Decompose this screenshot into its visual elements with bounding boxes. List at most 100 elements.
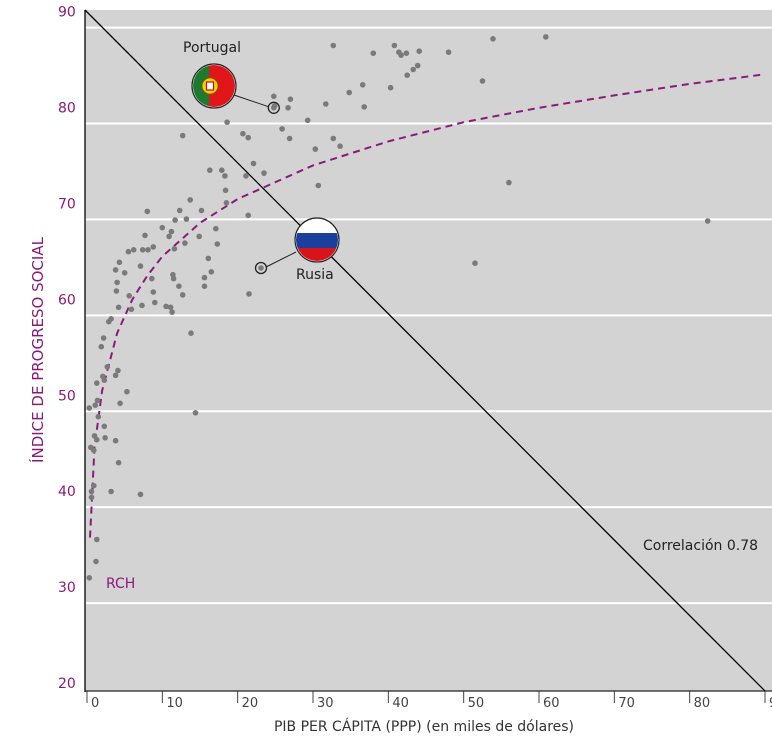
data-point [169, 309, 175, 315]
data-point [130, 247, 137, 253]
data-point [121, 270, 128, 276]
data-point [114, 279, 120, 286]
data-point [108, 316, 114, 322]
data-point [95, 413, 102, 420]
data-point [100, 335, 107, 341]
data-point [115, 367, 121, 374]
data-point [93, 558, 99, 565]
data-point [323, 101, 329, 107]
grid-lines [85, 26, 772, 605]
data-point [88, 494, 95, 501]
data-point [410, 66, 417, 73]
x-tick-label: 30 [317, 696, 334, 711]
data-points [86, 34, 711, 581]
highlight-point [271, 105, 277, 111]
data-point [139, 247, 146, 253]
data-point [359, 82, 366, 88]
russia-flag-icon [294, 217, 340, 263]
data-point [100, 373, 106, 380]
data-point [150, 289, 157, 295]
data-point [192, 410, 199, 416]
data-point [101, 423, 108, 430]
russia-leader-line [265, 251, 297, 268]
data-point [112, 372, 119, 379]
data-point [201, 283, 208, 290]
data-point [250, 160, 257, 167]
data-point [346, 89, 353, 96]
data-point [201, 274, 208, 281]
data-point [124, 388, 130, 395]
data-point [102, 435, 108, 441]
data-point [137, 263, 144, 269]
correlation-annotation: Correlación 0.78 [643, 538, 758, 554]
rch-annotation: RCH [106, 576, 135, 592]
data-point [170, 275, 177, 282]
highlight-ring [254, 261, 268, 275]
data-point [149, 275, 155, 282]
data-point [94, 536, 100, 543]
y-tick-label: 70 [58, 196, 76, 212]
data-point [108, 488, 114, 495]
y-tick-label: 20 [58, 676, 76, 692]
x-axis-ticks: 0 10 20 30 40 50 60 70 80 9 [86, 691, 772, 711]
data-point [152, 299, 158, 306]
data-point [98, 343, 105, 350]
data-point [168, 228, 175, 235]
data-point [704, 218, 711, 224]
data-point [315, 182, 322, 189]
data-point [279, 126, 285, 132]
plot-background [85, 10, 772, 691]
data-point [150, 244, 157, 250]
data-point [361, 104, 368, 110]
data-point [205, 255, 212, 262]
data-point [245, 134, 251, 141]
data-point [543, 34, 549, 40]
data-point [125, 248, 132, 255]
data-point [207, 167, 213, 173]
data-point [285, 105, 291, 111]
data-point [115, 304, 122, 311]
x-tick-label: 10 [166, 696, 183, 711]
x-tick-label: 0 [91, 696, 99, 711]
data-point [219, 167, 225, 173]
data-point [128, 306, 135, 313]
data-point [94, 436, 100, 443]
data-point [287, 96, 294, 102]
data-point [94, 380, 100, 386]
y-tick-label: 30 [58, 580, 76, 596]
data-point [222, 173, 228, 179]
data-point [370, 50, 377, 56]
data-point [179, 292, 186, 298]
data-point [115, 459, 122, 466]
x-tick-label: 9 [769, 696, 772, 711]
data-point [196, 233, 202, 240]
portugal-flag-icon [191, 63, 237, 109]
x-tick-label: 70 [618, 696, 635, 711]
y-tick-label: 40 [58, 484, 76, 500]
data-point [91, 447, 97, 454]
data-point [92, 402, 99, 409]
data-point [223, 200, 230, 206]
data-point [330, 135, 337, 142]
data-point [176, 283, 182, 290]
data-point [245, 212, 251, 219]
y-tick-label: 50 [58, 388, 76, 404]
data-point [104, 364, 111, 370]
data-point [479, 78, 486, 84]
data-point [116, 259, 123, 266]
data-point [403, 50, 410, 56]
diagonal-reference-line [84, 9, 766, 692]
data-point [126, 293, 132, 299]
data-point [398, 52, 404, 58]
data-point [416, 48, 423, 54]
data-point [472, 260, 478, 267]
data-point [271, 93, 277, 100]
data-point [139, 302, 145, 309]
data-point [506, 179, 512, 186]
data-point [163, 303, 169, 310]
data-point [171, 246, 178, 252]
data-point [88, 488, 95, 495]
data-point [222, 187, 229, 194]
